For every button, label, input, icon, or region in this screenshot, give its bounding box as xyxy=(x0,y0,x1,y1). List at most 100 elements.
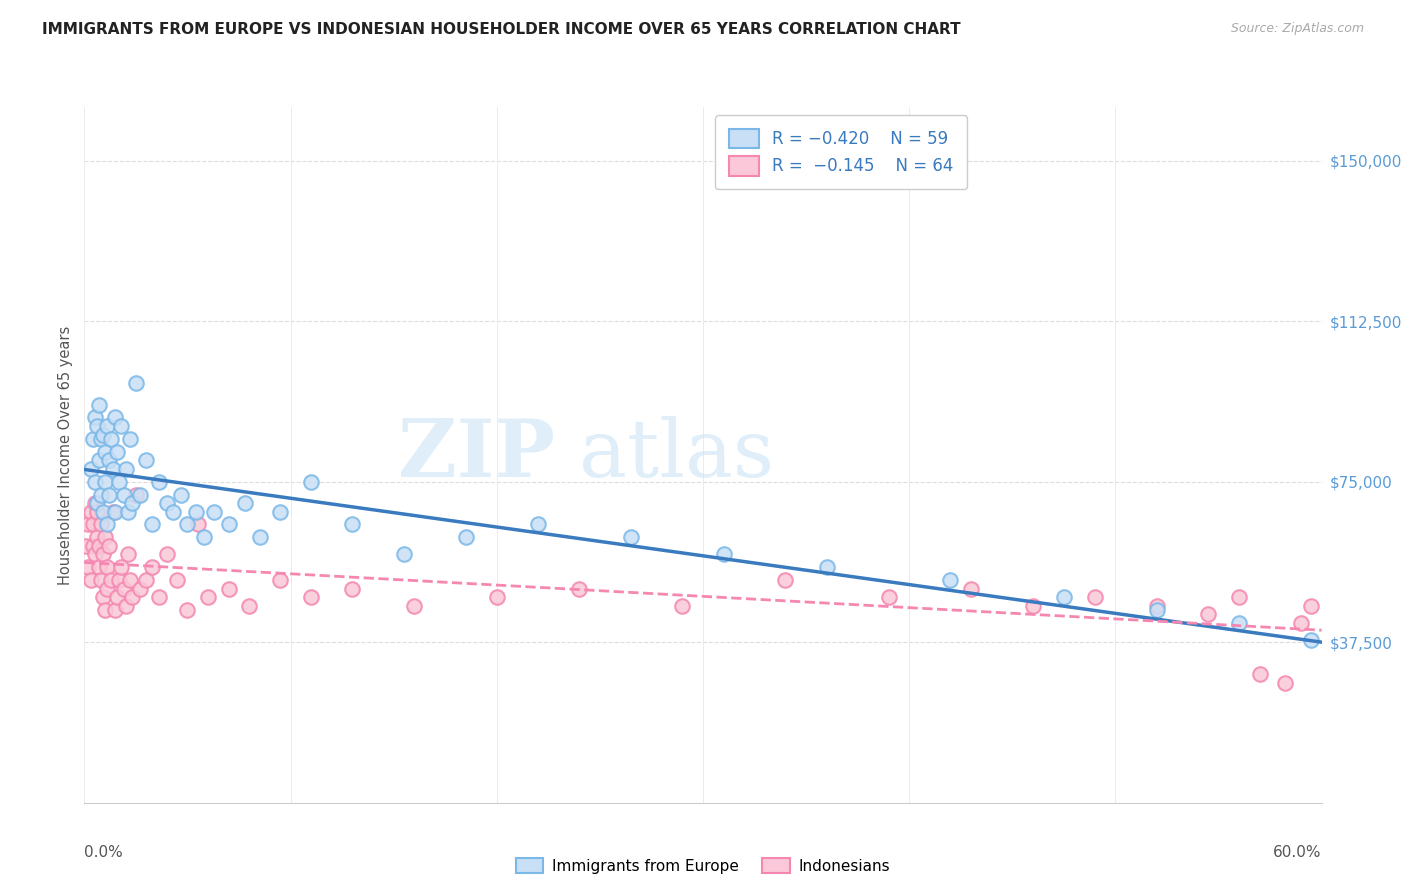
Point xyxy=(1197,607,1219,622)
Point xyxy=(121,591,143,605)
Point xyxy=(86,419,108,434)
Point xyxy=(121,496,143,510)
Point xyxy=(1289,615,1312,630)
Point xyxy=(77,560,100,574)
Point xyxy=(87,539,110,553)
Point xyxy=(1249,667,1271,681)
Point xyxy=(1227,591,1250,605)
Point xyxy=(1084,591,1107,605)
Point xyxy=(238,599,260,613)
Point xyxy=(94,475,117,489)
Point xyxy=(1146,599,1168,613)
Point xyxy=(1022,599,1045,613)
Point xyxy=(148,591,170,605)
Point xyxy=(775,573,797,587)
Point xyxy=(94,530,117,544)
Text: 60.0%: 60.0% xyxy=(1274,845,1322,860)
Text: IMMIGRANTS FROM EUROPE VS INDONESIAN HOUSEHOLDER INCOME OVER 65 YEARS CORRELATIO: IMMIGRANTS FROM EUROPE VS INDONESIAN HOU… xyxy=(42,22,960,37)
Point xyxy=(87,453,110,467)
Point xyxy=(176,603,198,617)
Point xyxy=(83,410,105,425)
Point xyxy=(135,453,157,467)
Point xyxy=(184,505,207,519)
Point xyxy=(392,548,415,562)
Point xyxy=(960,582,983,596)
Point xyxy=(269,573,291,587)
Point xyxy=(108,573,131,587)
Point xyxy=(176,517,198,532)
Point xyxy=(114,599,136,613)
Point xyxy=(104,603,127,617)
Point xyxy=(342,582,364,596)
Point xyxy=(141,560,163,574)
Point xyxy=(82,539,104,553)
Point xyxy=(98,539,121,553)
Point xyxy=(202,505,225,519)
Point xyxy=(404,599,426,613)
Point xyxy=(79,573,101,587)
Point xyxy=(96,582,118,596)
Point xyxy=(98,453,121,467)
Legend: R = −0.420    N = 59, R =  −0.145    N = 64: R = −0.420 N = 59, R = −0.145 N = 64 xyxy=(716,115,967,189)
Text: ZIP: ZIP xyxy=(398,416,554,494)
Point xyxy=(193,530,215,544)
Text: atlas: atlas xyxy=(579,416,775,494)
Point xyxy=(342,517,364,532)
Point xyxy=(1274,676,1296,690)
Point xyxy=(170,487,193,501)
Point xyxy=(299,591,322,605)
Point xyxy=(125,487,148,501)
Point xyxy=(620,530,643,544)
Point xyxy=(83,548,105,562)
Point xyxy=(218,582,240,596)
Point xyxy=(103,505,125,519)
Point xyxy=(104,410,127,425)
Point xyxy=(108,475,131,489)
Point xyxy=(90,487,112,501)
Point xyxy=(1301,633,1323,648)
Text: 0.0%: 0.0% xyxy=(84,845,124,860)
Point xyxy=(156,548,179,562)
Point xyxy=(86,496,108,510)
Point xyxy=(110,419,132,434)
Point xyxy=(162,505,184,519)
Point xyxy=(148,475,170,489)
Point xyxy=(156,496,179,510)
Point xyxy=(141,517,163,532)
Point xyxy=(91,591,114,605)
Point xyxy=(117,505,139,519)
Point xyxy=(129,582,152,596)
Point xyxy=(1227,615,1250,630)
Point xyxy=(96,560,118,574)
Point xyxy=(218,517,240,532)
Point xyxy=(815,560,838,574)
Legend: Immigrants from Europe, Indonesians: Immigrants from Europe, Indonesians xyxy=(509,852,897,880)
Point xyxy=(117,548,139,562)
Point xyxy=(98,487,121,501)
Point xyxy=(1053,591,1076,605)
Point xyxy=(79,462,101,476)
Point xyxy=(96,419,118,434)
Point xyxy=(90,517,112,532)
Point xyxy=(568,582,591,596)
Point xyxy=(112,487,135,501)
Point xyxy=(86,530,108,544)
Point xyxy=(112,582,135,596)
Point xyxy=(83,496,105,510)
Point xyxy=(249,530,271,544)
Point xyxy=(90,573,112,587)
Point xyxy=(91,427,114,442)
Point xyxy=(527,517,550,532)
Point xyxy=(713,548,735,562)
Point xyxy=(233,496,256,510)
Point xyxy=(166,573,188,587)
Point xyxy=(104,505,127,519)
Point xyxy=(103,462,125,476)
Point xyxy=(91,505,114,519)
Point xyxy=(100,573,122,587)
Text: Source: ZipAtlas.com: Source: ZipAtlas.com xyxy=(1230,22,1364,36)
Point xyxy=(87,398,110,412)
Point xyxy=(77,517,100,532)
Point xyxy=(110,560,132,574)
Point xyxy=(82,517,104,532)
